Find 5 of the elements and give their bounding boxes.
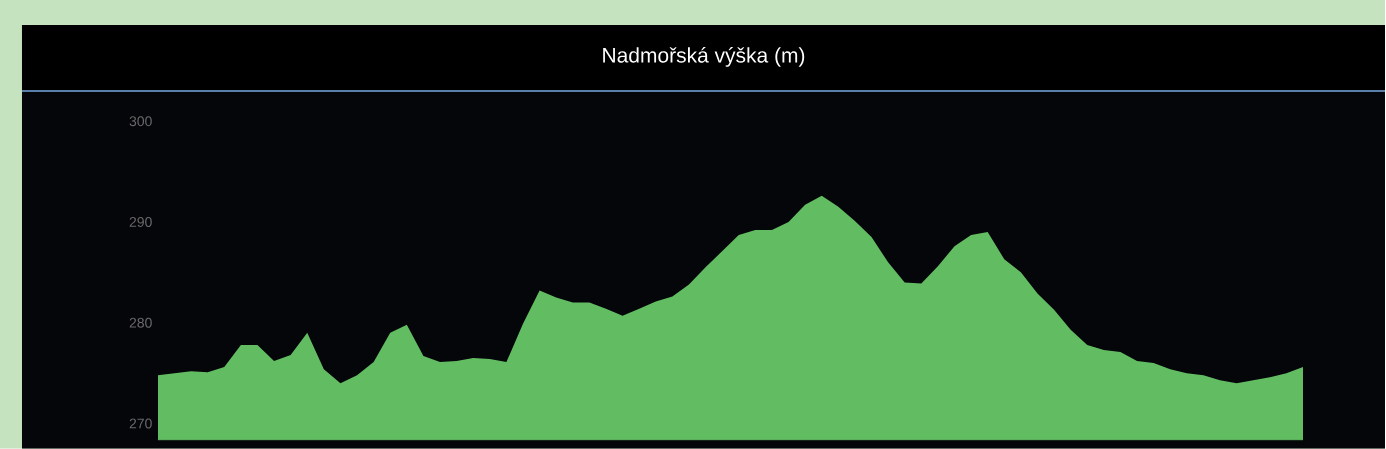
y-tick-label: 290 xyxy=(129,217,152,228)
chart-title: Nadmořská výška (m) xyxy=(603,47,805,68)
y-tick-label: 280 xyxy=(129,317,152,328)
y-tick-label: 300 xyxy=(129,116,152,127)
y-tick-label: 270 xyxy=(129,418,152,429)
